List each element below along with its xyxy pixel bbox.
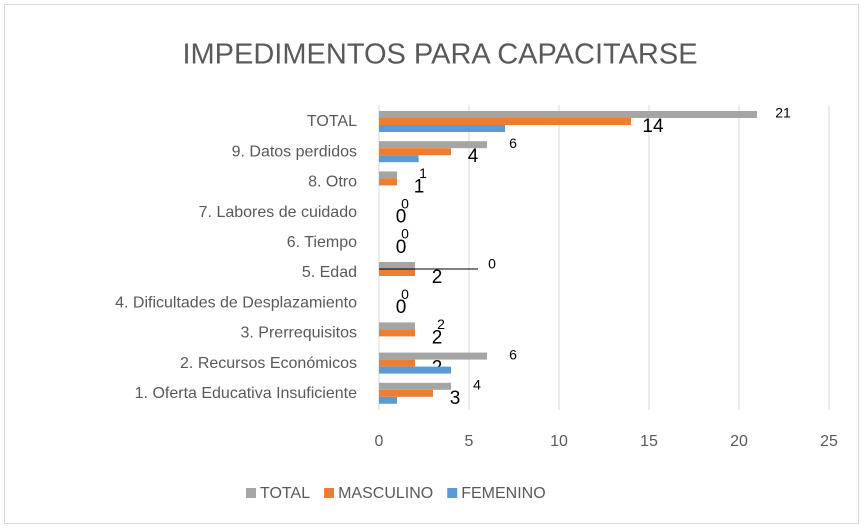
data-label: 2: [432, 327, 443, 348]
data-label: 4: [473, 377, 481, 393]
data-label: 4: [468, 146, 479, 167]
y-tick-label: TOTAL: [307, 113, 357, 130]
data-label: 21: [775, 105, 791, 121]
legend-swatch: [324, 488, 335, 498]
data-label: 0: [401, 286, 409, 302]
data-label: 0: [396, 297, 407, 318]
y-tick-label: 6. Tiempo: [287, 234, 357, 251]
bar: [379, 359, 415, 367]
bar: [379, 262, 415, 269]
data-label: 3: [450, 388, 461, 409]
x-tick-label: 25: [820, 433, 838, 450]
bar: [379, 396, 397, 404]
data-label: 6: [509, 135, 517, 151]
bar: [379, 269, 415, 276]
x-tick-label: 10: [550, 433, 568, 450]
bar: [379, 178, 397, 186]
bar: [379, 155, 419, 163]
bar: [379, 352, 487, 360]
bar: [379, 125, 505, 132]
bar: [379, 171, 397, 179]
legend-swatch: [246, 488, 256, 498]
x-tick-label: 0: [375, 433, 384, 450]
chart-title: IMPEDIMENTOS PARA CAPACITARSE: [182, 39, 697, 71]
bar: [379, 382, 451, 390]
bar: [379, 111, 757, 118]
y-tick-label: 4. Dificultades de Desplazamiento: [115, 294, 357, 311]
data-label: 1: [414, 176, 425, 197]
legend-label: MASCULINO: [338, 485, 433, 502]
y-tick-label: 1. Oferta Educativa Insuficiente: [135, 385, 357, 402]
y-tick-label: 3. Prerrequisitos: [241, 325, 358, 342]
y-tick-label: 8. Otro: [308, 174, 357, 191]
x-tick-label: 20: [730, 433, 748, 450]
data-label: 6: [509, 346, 517, 362]
legend-label: TOTAL: [260, 485, 310, 502]
legend-label: FEMENINO: [461, 485, 545, 502]
data-label: 0: [401, 226, 409, 242]
y-tick-label: 7. Labores de cuidado: [199, 204, 357, 221]
data-label: 2: [432, 267, 443, 288]
annotation: 0: [488, 256, 496, 272]
x-tick-label: 5: [465, 433, 474, 450]
bar: [379, 141, 487, 149]
data-label: 14: [642, 116, 664, 137]
data-label: 2: [437, 316, 445, 332]
legend-swatch: [447, 488, 458, 498]
data-label: 0: [396, 237, 407, 258]
bar: [379, 148, 451, 156]
bar: [379, 366, 451, 374]
y-tick-label: 2. Recursos Económicos: [180, 355, 357, 372]
bar: [379, 322, 415, 330]
bar: [379, 389, 433, 397]
bar: [379, 329, 415, 337]
data-label: 0: [396, 207, 407, 228]
y-tick-label: 9. Datos perdidos: [232, 143, 357, 160]
chart-border: [4, 4, 859, 524]
data-label: 0: [401, 195, 409, 211]
y-tick-label: 5. Edad: [302, 264, 357, 281]
x-tick-label: 15: [640, 433, 658, 450]
data-label: 1: [419, 165, 427, 181]
bar: [379, 118, 631, 125]
